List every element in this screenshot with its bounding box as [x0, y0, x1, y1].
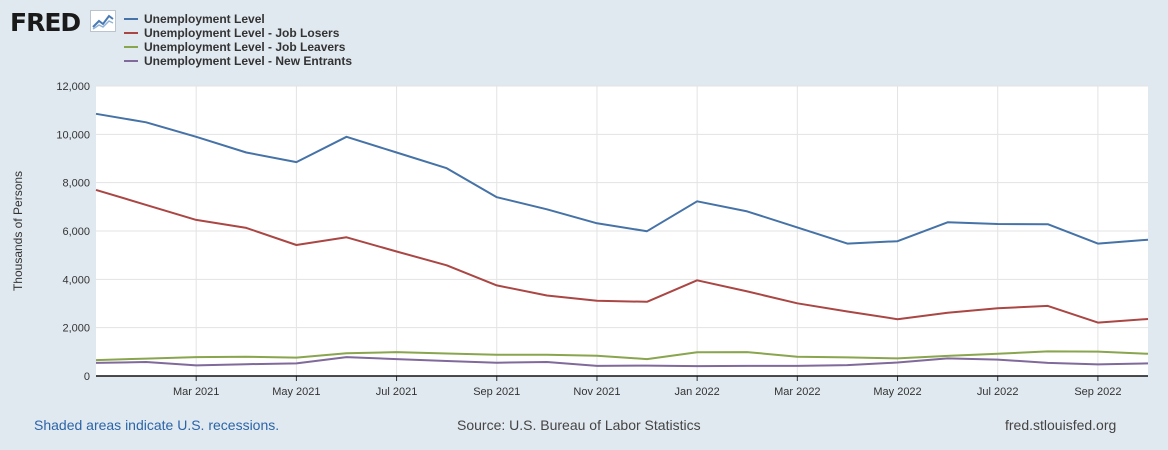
y-tick-label: 10,000: [56, 129, 90, 141]
legend-entry: Unemployment Level - New Entrants: [124, 54, 352, 68]
recession-note: Shaded areas indicate U.S. recessions.: [34, 417, 280, 433]
x-tick-label: Jul 2021: [376, 386, 418, 398]
series-line-2: [95, 188, 1149, 324]
legend-label: Unemployment Level - Job Losers: [144, 26, 340, 40]
x-tick-label: Mar 2022: [774, 386, 820, 398]
x-tick-label: May 2022: [873, 386, 921, 398]
legend-swatch: [124, 18, 138, 20]
series-line-1: [95, 112, 1149, 245]
legend-label: Unemployment Level - New Entrants: [144, 54, 353, 68]
x-tick-label: Mar 2021: [173, 386, 219, 398]
chart: 0 2,000 4,000 6,000 8,000 10,000 12,000 Mar 202…: [11, 81, 1149, 398]
legend-entry: Unemployment Level: [124, 12, 352, 26]
legend-swatch: [124, 46, 138, 48]
legend-swatch: [124, 32, 138, 34]
y-tick-label: 8,000: [62, 178, 90, 190]
y-tick-label: 4,000: [62, 274, 90, 286]
source-note: Source: U.S. Bureau of Labor Statistics: [457, 417, 701, 433]
x-tick-label: May 2021: [272, 386, 320, 398]
series-line-3: [95, 350, 1149, 362]
series-line-4: [95, 356, 1149, 368]
x-tick-label: Sep 2021: [473, 386, 520, 398]
y-tick-label: 12,000: [56, 81, 90, 93]
legend-swatch: [124, 60, 138, 62]
legend-label: Unemployment Level - Job Leavers: [144, 40, 346, 54]
y-axis-label: Thousands of Persons: [11, 171, 25, 291]
x-tick-label: Jan 2022: [675, 386, 720, 398]
chart-line-icon: [90, 10, 116, 32]
y-tick-label: 0: [84, 371, 90, 383]
y-tick-label: 6,000: [62, 226, 90, 238]
x-tick-label: Sep 2022: [1074, 386, 1121, 398]
fred-logo[interactable]: FRED: [10, 8, 81, 37]
legend-entry: Unemployment Level - Job Losers: [124, 26, 352, 40]
legend-label: Unemployment Level: [144, 12, 265, 26]
legend-entry: Unemployment Level - Job Leavers: [124, 40, 352, 54]
chart-legend: Unemployment Level Unemployment Level - J…: [124, 12, 352, 68]
y-tick-label: 2,000: [62, 323, 90, 335]
site-link[interactable]: fred.stlouisfed.org: [1005, 417, 1117, 433]
x-tick-label: Jul 2022: [977, 386, 1019, 398]
x-tick-label: Nov 2021: [573, 386, 620, 398]
